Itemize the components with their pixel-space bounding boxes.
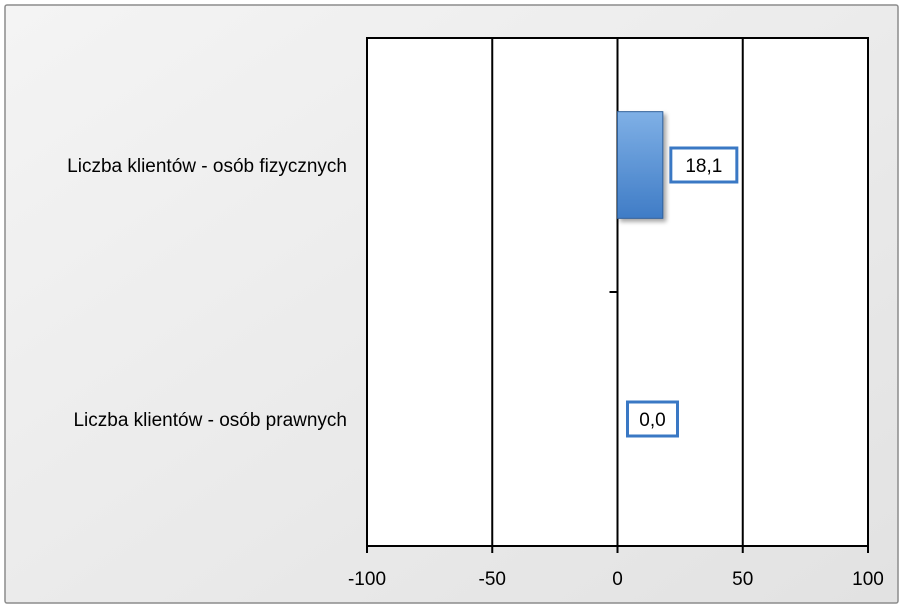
data-label: 0,0	[639, 410, 665, 431]
data-label-box	[626, 400, 679, 438]
x-tick-label: 0	[612, 569, 623, 590]
x-tick-label: -100	[348, 569, 386, 590]
x-tick-label: 100	[852, 569, 884, 590]
category-labels: Liczba klientów - osób fizycznych Liczba …	[67, 156, 347, 431]
category-label: Liczba klientów - osób fizycznych	[67, 156, 347, 177]
data-label-box	[669, 146, 739, 184]
x-tick-label: -50	[479, 569, 506, 590]
data-labels: 18,1 0,0	[626, 146, 739, 438]
bar	[617, 111, 664, 219]
x-tick-labels: -100 -50 0 50 100	[348, 569, 884, 590]
x-axis-ticks	[366, 546, 869, 553]
bars	[617, 111, 664, 219]
data-label: 18,1	[685, 156, 722, 177]
x-tick-label: 50	[732, 569, 753, 590]
category-label: Liczba klientów - osób prawnych	[73, 410, 347, 431]
